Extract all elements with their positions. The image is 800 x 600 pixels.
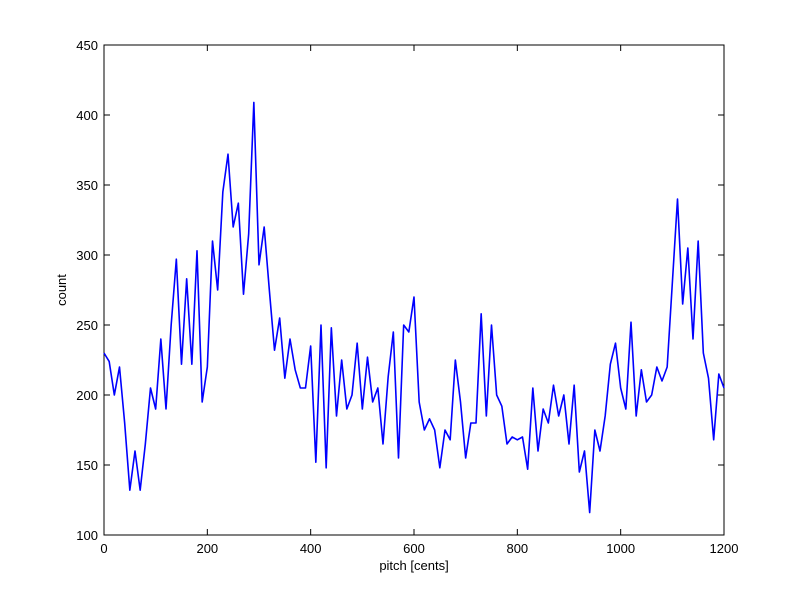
data-line <box>103 101 725 514</box>
y-tick-label: 200 <box>76 388 98 403</box>
y-tick-label: 250 <box>76 318 98 333</box>
x-tick-label: 1000 <box>606 541 635 556</box>
y-tick-label: 400 <box>76 108 98 123</box>
y-tick-label: 150 <box>76 458 98 473</box>
x-tick-label: 200 <box>196 541 218 556</box>
x-tick-label: 400 <box>300 541 322 556</box>
x-tick-label: 600 <box>403 541 425 556</box>
y-axis-label: count <box>54 274 69 306</box>
y-tick-label: 100 <box>76 528 98 543</box>
y-tick-label: 350 <box>76 178 98 193</box>
plot-area <box>103 44 725 536</box>
x-axis-label: pitch [cents] <box>379 558 448 573</box>
y-tick-label: 450 <box>76 38 98 53</box>
x-tick-label: 1200 <box>710 541 739 556</box>
x-tick-label: 800 <box>506 541 528 556</box>
y-tick-label: 300 <box>76 248 98 263</box>
x-tick-label: 0 <box>100 541 107 556</box>
